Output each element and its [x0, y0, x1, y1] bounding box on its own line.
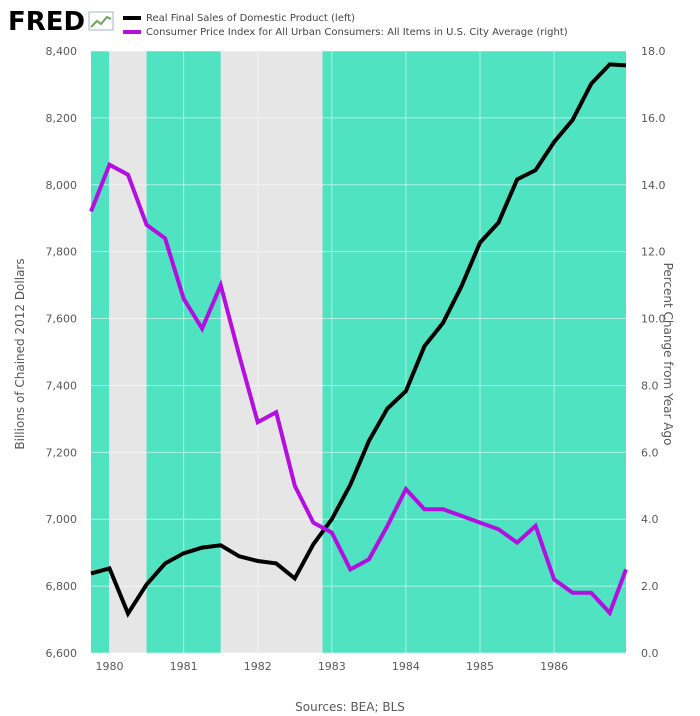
x-tick-label: 1982	[244, 660, 272, 673]
left-axis-title: Billions of Chained 2012 Dollars	[13, 258, 27, 449]
right-tick-label: 14.0	[641, 179, 666, 192]
legend-swatch-real-final-sales	[123, 16, 141, 20]
legend: Real Final Sales of Domestic Product (le…	[123, 13, 568, 38]
series-line-real-final-sales	[90, 62, 627, 618]
left-tick-label: 7,600	[46, 313, 78, 326]
left-tick-label: 6,800	[46, 580, 78, 593]
x-tick-label: 1985	[466, 660, 494, 673]
right-tick-label: 12.0	[641, 246, 666, 259]
right-tick-label: 18.0	[641, 45, 666, 58]
left-tick-label: 8,000	[46, 179, 78, 192]
x-axis-ticks: 1980 1981 1982 1983 1984 1985 1986	[96, 660, 569, 673]
left-tick-label: 8,400	[46, 45, 78, 58]
left-tick-label: 7,400	[46, 379, 78, 392]
right-tick-label: 4.0	[641, 513, 659, 526]
x-tick-label: 1981	[170, 660, 198, 673]
x-tick-label: 1984	[392, 660, 420, 673]
x-tick-label: 1980	[96, 660, 124, 673]
left-tick-label: 8,200	[46, 112, 78, 125]
left-tick-label: 7,000	[46, 513, 78, 526]
right-tick-label: 10.0	[641, 313, 666, 326]
series-lines	[89, 62, 628, 618]
left-axis-ticks: 6,600 6,800 7,000 7,200 7,400 7,600 7,800 8,000…	[46, 45, 78, 660]
left-tick-label: 7,800	[46, 246, 78, 259]
series-line-cpi	[89, 161, 628, 617]
right-axis-ticks: 0.0 2.0 4.0 6.0 8.0 10.0 12.0 14.0 16.0 18.0	[641, 45, 666, 660]
legend-swatch-cpi	[123, 30, 141, 34]
right-axis-title: Percent Change from Year Ago	[661, 263, 675, 446]
source-note: Sources: BEA; BLS	[295, 700, 405, 714]
fred-logo-text: FRED	[8, 7, 85, 37]
right-tick-label: 0.0	[641, 647, 659, 660]
recession-shading	[109, 51, 323, 653]
plot-area	[89, 50, 628, 654]
left-tick-label: 6,600	[46, 647, 78, 660]
right-tick-label: 8.0	[641, 379, 659, 392]
legend-label-real-final-sales: Real Final Sales of Domestic Product (le…	[146, 13, 355, 24]
left-tick-label: 7,200	[46, 446, 78, 459]
x-tick-label: 1986	[540, 660, 568, 673]
recession-band	[109, 51, 147, 653]
right-tick-label: 16.0	[641, 112, 666, 125]
plot-background	[91, 51, 626, 653]
right-tick-label: 2.0	[641, 580, 659, 593]
right-tick-label: 6.0	[641, 446, 659, 459]
legend-label-cpi: Consumer Price Index for All Urban Consu…	[146, 27, 568, 38]
x-tick-label: 1983	[318, 660, 346, 673]
chart-line-icon	[88, 11, 114, 31]
fred-logo[interactable]: FRED	[8, 7, 114, 37]
gridlines	[91, 50, 626, 654]
